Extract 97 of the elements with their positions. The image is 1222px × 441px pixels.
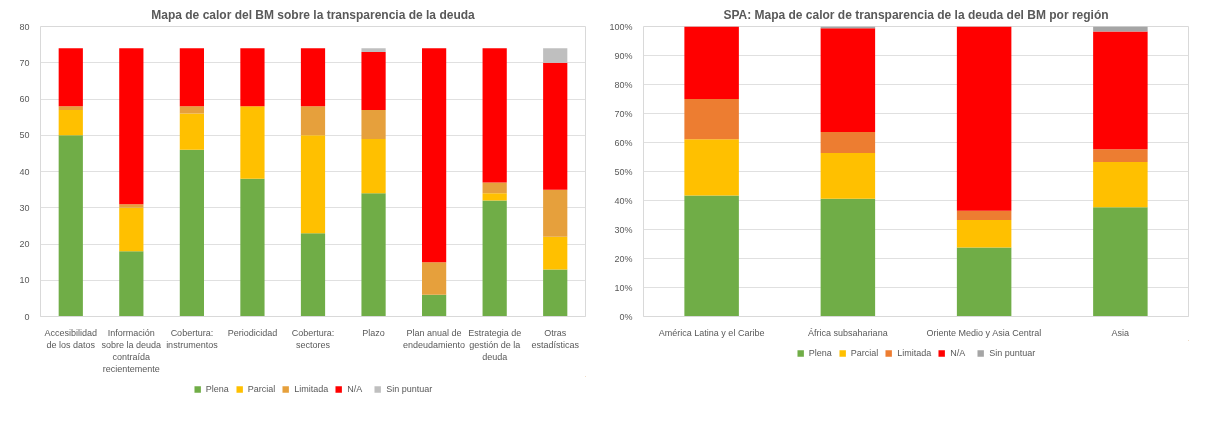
legend-label: Parcial bbox=[247, 384, 276, 394]
bar bbox=[820, 198, 876, 317]
legend-label: Plena bbox=[205, 384, 229, 394]
bar bbox=[820, 152, 876, 199]
chart-title: Mapa de calor del BM sobre la transparencia de la deuda bbox=[151, 7, 476, 22]
y-tick-label: 20 bbox=[19, 239, 30, 249]
bar bbox=[361, 48, 386, 52]
y-tick-label: 60% bbox=[614, 137, 633, 148]
bar bbox=[58, 48, 83, 107]
y-tick-label: 10 bbox=[19, 275, 30, 286]
legend-label: Limitada bbox=[897, 348, 932, 358]
bar bbox=[58, 106, 83, 110]
bar bbox=[361, 138, 386, 194]
bar bbox=[119, 207, 144, 252]
y-tick-label: 0% bbox=[619, 311, 633, 322]
y-tick-label: 80% bbox=[614, 79, 633, 90]
y-tick-label: 100% bbox=[609, 21, 633, 32]
bar bbox=[543, 269, 568, 317]
bar bbox=[956, 247, 1012, 317]
bar bbox=[482, 193, 507, 201]
y-tick-label: 40 bbox=[19, 166, 30, 177]
bar bbox=[422, 294, 447, 317]
y-tick-label: 30% bbox=[614, 224, 633, 235]
bar bbox=[422, 48, 447, 263]
bar bbox=[361, 109, 386, 139]
bar bbox=[482, 48, 507, 183]
x-tick-label: Otras estadísticas bbox=[531, 327, 580, 350]
y-tick-label: 50% bbox=[614, 166, 633, 177]
legend-label: Limitada bbox=[294, 384, 329, 394]
bar bbox=[240, 178, 265, 317]
legend-label: N/A bbox=[950, 348, 967, 358]
bar bbox=[179, 113, 204, 150]
bar bbox=[119, 204, 144, 208]
bar bbox=[361, 193, 386, 317]
bar bbox=[820, 28, 876, 133]
bar bbox=[1093, 31, 1148, 150]
y-tick-label: 10% bbox=[614, 282, 633, 293]
bar bbox=[482, 182, 507, 194]
x-tick-label: Accesibilidad de los datos bbox=[44, 327, 98, 350]
y-tick-label: 30 bbox=[19, 202, 30, 213]
bar bbox=[361, 51, 386, 110]
bar bbox=[179, 106, 204, 114]
y-tick-label: 90% bbox=[614, 50, 633, 61]
y-tick-label: 70 bbox=[19, 57, 30, 68]
bar bbox=[179, 149, 204, 317]
bar bbox=[543, 62, 568, 190]
bar bbox=[58, 109, 83, 136]
bar bbox=[1093, 149, 1148, 162]
x-tick-label: África subsahariana bbox=[808, 327, 888, 338]
bar bbox=[119, 48, 144, 205]
x-tick-label: Periodicidad bbox=[227, 327, 278, 338]
bar bbox=[1093, 207, 1148, 317]
y-tick-label: 40% bbox=[614, 195, 633, 206]
y-tick-label: 60 bbox=[19, 94, 30, 104]
bar bbox=[684, 99, 739, 140]
x-tick-label: Información sobre la deuda contraída recientemente bbox=[101, 327, 162, 374]
bar bbox=[684, 139, 739, 196]
bar bbox=[1093, 161, 1148, 208]
y-tick-label: 80 bbox=[19, 21, 30, 32]
y-tick-label: 70% bbox=[614, 108, 633, 119]
bar bbox=[300, 48, 326, 107]
bar bbox=[956, 210, 1012, 220]
x-tick-label: Estrategia de gestión de la deuda bbox=[468, 327, 522, 362]
bar bbox=[240, 48, 265, 107]
legend-label: Parcial bbox=[850, 348, 879, 358]
bar bbox=[482, 200, 507, 317]
bar bbox=[684, 195, 739, 317]
bar bbox=[119, 251, 144, 317]
x-tick-label: Cobertura: instrumentos bbox=[166, 327, 219, 350]
x-tick-label: Asia bbox=[1111, 327, 1130, 338]
bar bbox=[179, 48, 204, 107]
x-tick-label: América Latina y el Caribe bbox=[658, 327, 765, 338]
bar bbox=[240, 106, 265, 179]
y-tick-label: 0 bbox=[24, 311, 30, 322]
bar bbox=[300, 135, 326, 234]
x-tick-label: Cobertura: sectores bbox=[291, 327, 335, 350]
legend-label: Sin puntuar bbox=[989, 348, 1036, 358]
bar bbox=[820, 132, 876, 153]
bar bbox=[684, 26, 739, 99]
legend-label: Sin puntuar bbox=[386, 384, 433, 394]
y-tick-label: 50 bbox=[19, 130, 30, 141]
chart-title: SPA: Mapa de calor de transparencia de la deuda del BM por región bbox=[723, 7, 1109, 22]
bar bbox=[300, 106, 326, 136]
bar bbox=[543, 189, 568, 237]
bar bbox=[422, 262, 447, 295]
x-tick-label: Plazo bbox=[362, 327, 385, 338]
legend-label: N/A bbox=[347, 384, 364, 394]
x-tick-label: Plan anual de endeudamiento bbox=[403, 327, 466, 350]
bar bbox=[956, 26, 1012, 211]
y-tick-label: 20% bbox=[614, 253, 633, 264]
bar bbox=[58, 135, 83, 317]
bar bbox=[956, 219, 1012, 248]
legend-label: Plena bbox=[808, 348, 832, 358]
bar bbox=[543, 48, 568, 63]
bar bbox=[300, 233, 326, 317]
x-tick-label: Oriente Medio y Asia Central bbox=[926, 327, 1042, 338]
bar bbox=[543, 236, 568, 270]
